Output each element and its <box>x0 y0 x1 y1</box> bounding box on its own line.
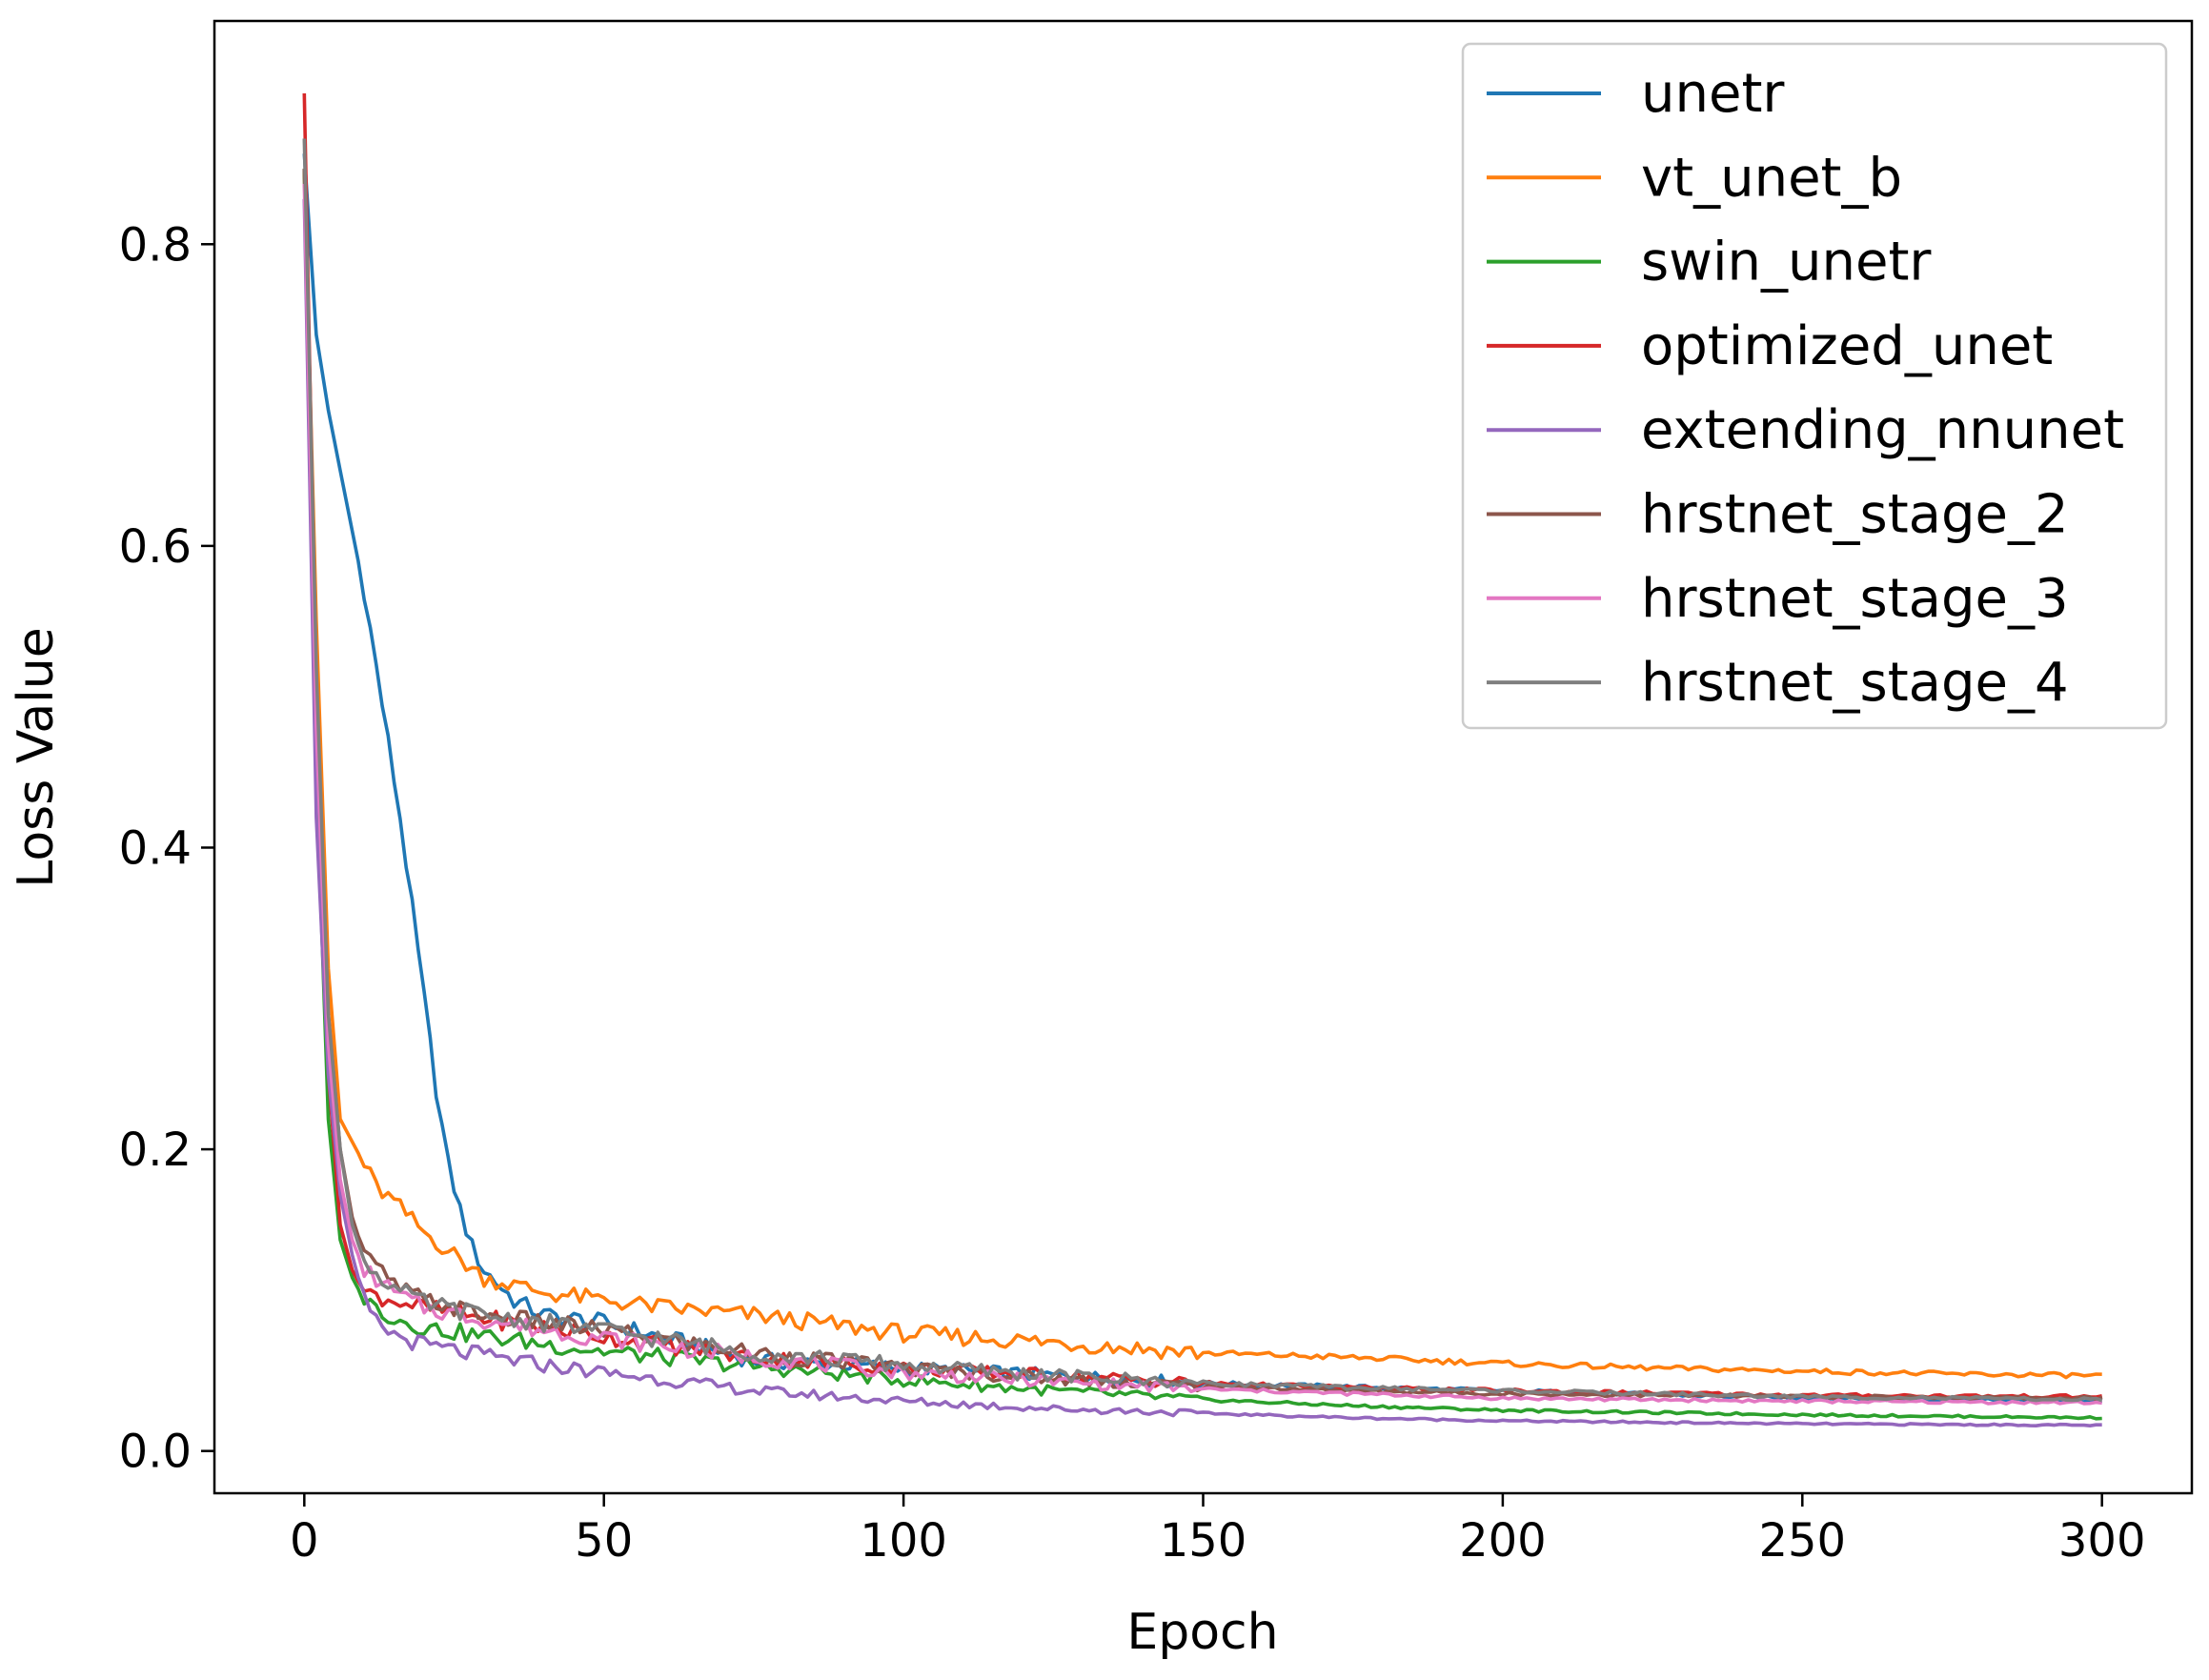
y-tick-label: 0.4 <box>119 821 192 875</box>
legend-box <box>1461 42 2168 730</box>
x-tick-label: 0 <box>290 1514 319 1568</box>
legend-items: unetr vt_unet_b swin_unetr optimized_unetex… <box>1487 63 2124 714</box>
legend-label: hrstnet_stage_2 <box>1641 484 2069 546</box>
x-axis: 0 50 100 150 200 250 300 <box>290 1493 2145 1568</box>
y-axis: 0.0 0.2 0.4 0.6 0.8 <box>119 218 214 1479</box>
legend-label: extending_nnunet <box>1641 399 2124 461</box>
legend-label: swin_unetr <box>1641 232 1932 293</box>
y-tick-label: 0.6 <box>119 520 192 574</box>
x-tick-label: 250 <box>1758 1514 1846 1568</box>
y-tick-label: 0.0 <box>119 1426 192 1479</box>
x-tick-label: 300 <box>2058 1514 2146 1568</box>
x-axis-label: Epoch <box>1126 1604 1278 1661</box>
legend-label: hrstnet_stage_4 <box>1641 652 2069 714</box>
legend-label: vt_unet_b <box>1641 147 1902 209</box>
legend-label: hrstnet_stage_3 <box>1641 568 2069 630</box>
legend: unetr vt_unet_b swin_unetr optimized_unetex… <box>1461 42 2168 730</box>
series-line-vt-unet-b <box>302 169 2102 1380</box>
legend-label: optimized_unet <box>1641 315 2053 377</box>
series-layer <box>302 92 2103 1427</box>
series-line-extending-nnunet <box>302 198 2102 1427</box>
y-tick-label: 0.8 <box>119 218 192 272</box>
x-tick-label: 100 <box>860 1514 947 1568</box>
series-line-hrstnet-stage-4 <box>302 138 2103 1403</box>
x-tick-label: 200 <box>1459 1514 1547 1568</box>
series-line-hrstnet-stage-3 <box>302 183 2102 1406</box>
series-line-swin-unetr <box>302 169 2102 1421</box>
x-tick-label: 150 <box>1160 1514 1247 1568</box>
y-axis-label: Loss Value <box>8 627 65 887</box>
legend-label: unetr <box>1641 63 1785 125</box>
y-tick-label: 0.2 <box>119 1123 192 1177</box>
x-tick-label: 50 <box>575 1514 633 1568</box>
